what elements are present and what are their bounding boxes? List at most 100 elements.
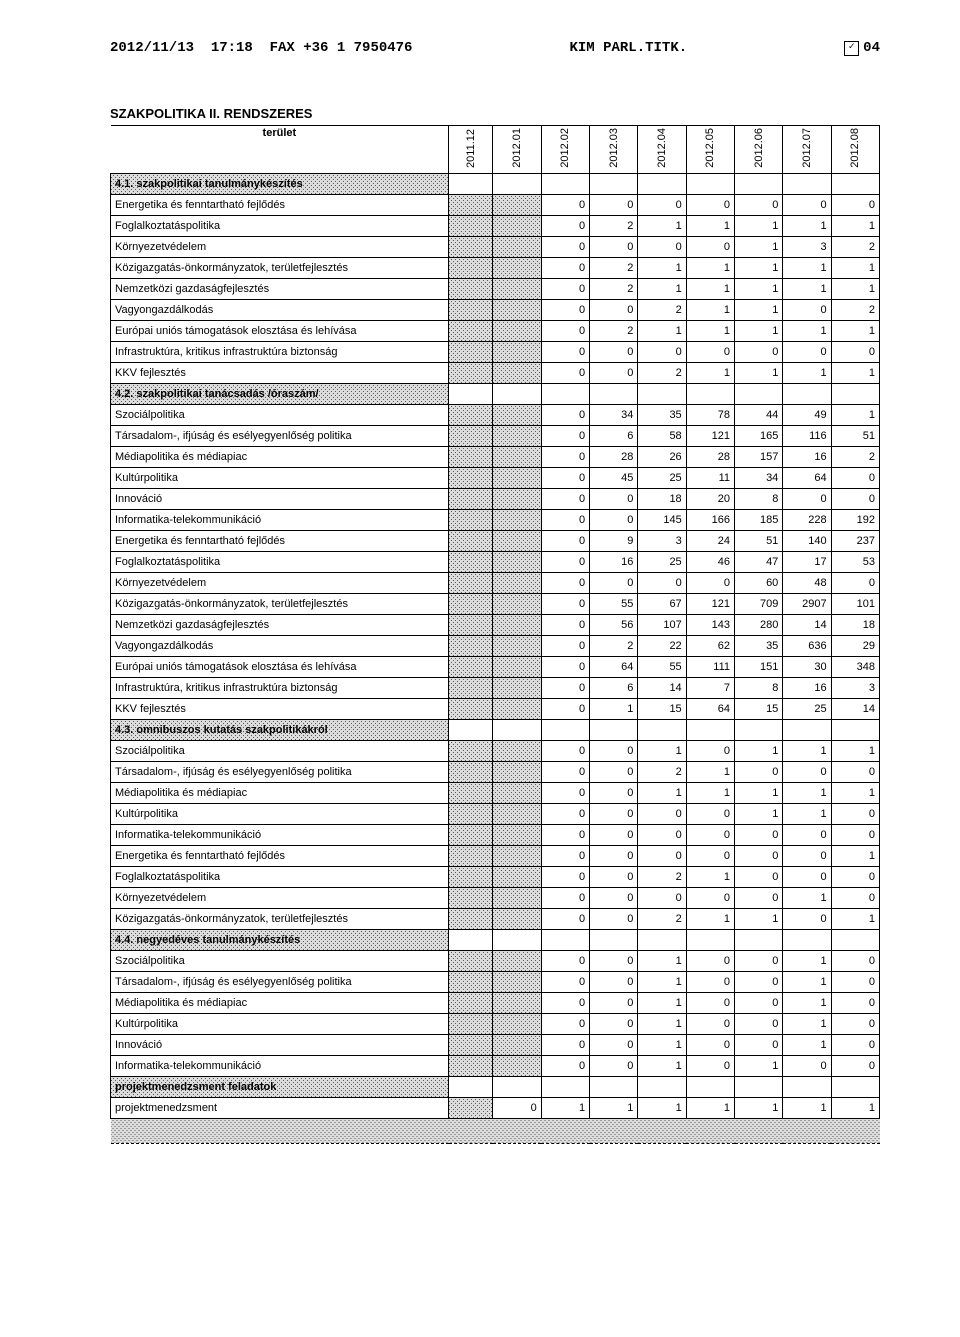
data-cell [449, 677, 493, 698]
data-cell: 0 [686, 236, 734, 257]
data-cell: 1 [638, 992, 686, 1013]
data-cell [449, 215, 493, 236]
data-cell: 0 [541, 362, 589, 383]
data-cell: 0 [541, 593, 589, 614]
data-cell [449, 803, 493, 824]
data-cell: 17 [783, 551, 831, 572]
data-cell [493, 1013, 541, 1034]
data-cell: 6 [590, 677, 638, 698]
data-cell: 1 [783, 215, 831, 236]
data-cell [493, 215, 541, 236]
data-cell: 1 [638, 1055, 686, 1076]
data-cell: 0 [590, 1013, 638, 1034]
data-cell [493, 908, 541, 929]
data-cell: 0 [831, 971, 879, 992]
data-cell: 2 [638, 866, 686, 887]
data-cell: 0 [735, 992, 783, 1013]
table-row: Médiapolitika és médiapiac0011111 [111, 782, 880, 803]
data-cell: 0 [541, 1055, 589, 1076]
data-cell: 0 [541, 488, 589, 509]
section-blank-cell [541, 173, 589, 194]
data-cell [449, 446, 493, 467]
data-cell: 151 [735, 656, 783, 677]
table-row: Szociálpolitika034357844491 [111, 404, 880, 425]
data-cell: 0 [735, 1034, 783, 1055]
data-cell: 0 [783, 908, 831, 929]
section-blank-cell [493, 173, 541, 194]
data-cell: 0 [735, 341, 783, 362]
data-cell: 0 [541, 866, 589, 887]
row-label: KKV fejlesztés [111, 698, 449, 719]
data-cell: 24 [686, 530, 734, 551]
data-cell [449, 635, 493, 656]
data-cell: 0 [638, 572, 686, 593]
data-cell: 58 [638, 425, 686, 446]
data-cell: 0 [590, 509, 638, 530]
data-cell: 0 [590, 887, 638, 908]
section-blank-cell [541, 719, 589, 740]
data-cell: 0 [541, 194, 589, 215]
data-cell [449, 404, 493, 425]
data-cell: 1 [735, 320, 783, 341]
section-blank-cell [638, 719, 686, 740]
section-label: 4.3. omnibuszos kutatás szakpolitikákról [111, 719, 449, 740]
data-cell: 64 [783, 467, 831, 488]
row-label: Szociálpolitika [111, 740, 449, 761]
data-cell: 636 [783, 635, 831, 656]
data-cell: 1 [686, 866, 734, 887]
data-cell: 0 [686, 824, 734, 845]
table-row: Foglalkoztatáspolitika0021000 [111, 866, 880, 887]
data-cell: 34 [735, 467, 783, 488]
data-cell: 0 [783, 299, 831, 320]
data-cell: 16 [783, 446, 831, 467]
data-cell: 2 [638, 761, 686, 782]
row-label: Informatika-telekommunikáció [111, 509, 449, 530]
table-row: Infrastruktúra, kritikus infrastruktúra … [111, 341, 880, 362]
data-cell: 0 [686, 887, 734, 908]
data-cell: 0 [590, 971, 638, 992]
data-cell: 1 [686, 908, 734, 929]
data-cell [449, 782, 493, 803]
table-row: Társadalom-, ifjúság és esélyegyenlőség … [111, 761, 880, 782]
data-cell [493, 614, 541, 635]
fax-header-left: 2012/11/13 17:18 FAX +36 1 7950476 [110, 40, 412, 56]
section-blank-cell [449, 383, 493, 404]
data-cell: 1 [783, 992, 831, 1013]
table-row: Európai uniós támogatások elosztása és l… [111, 320, 880, 341]
section-blank-cell [686, 383, 734, 404]
data-cell: 1 [686, 215, 734, 236]
data-cell: 1 [831, 320, 879, 341]
column-header: 2012.08 [831, 126, 879, 174]
section-blank-cell [449, 173, 493, 194]
data-cell: 15 [735, 698, 783, 719]
section-blank-cell [638, 173, 686, 194]
data-cell: 0 [831, 488, 879, 509]
data-cell [493, 992, 541, 1013]
fax-header-mid: KIM PARL.TITK. [570, 40, 688, 56]
row-label: Energetika és fenntartható fejlődés [111, 530, 449, 551]
table-row: KKV fejlesztés0021111 [111, 362, 880, 383]
section-blank-cell [735, 929, 783, 950]
data-cell: 1 [638, 1097, 686, 1118]
row-label: Közigazgatás-önkormányzatok, területfejl… [111, 908, 449, 929]
data-cell [493, 572, 541, 593]
data-cell: 49 [783, 404, 831, 425]
row-label: Informatika-telekommunikáció [111, 824, 449, 845]
data-cell: 0 [590, 299, 638, 320]
column-header: 2012.04 [638, 126, 686, 174]
data-cell: 0 [783, 488, 831, 509]
section-row: 4.4. negyedéves tanulmánykészítés [111, 929, 880, 950]
data-cell: 0 [541, 1034, 589, 1055]
data-cell: 62 [686, 635, 734, 656]
data-cell: 0 [590, 1055, 638, 1076]
data-cell: 348 [831, 656, 879, 677]
data-cell [449, 299, 493, 320]
data-cell: 0 [686, 845, 734, 866]
data-cell: 7 [686, 677, 734, 698]
section-blank-cell [638, 1076, 686, 1097]
fax-header-right: ✓ 04 [844, 40, 880, 56]
data-cell [493, 698, 541, 719]
data-cell: 35 [638, 404, 686, 425]
data-cell [449, 257, 493, 278]
data-cell: 34 [590, 404, 638, 425]
